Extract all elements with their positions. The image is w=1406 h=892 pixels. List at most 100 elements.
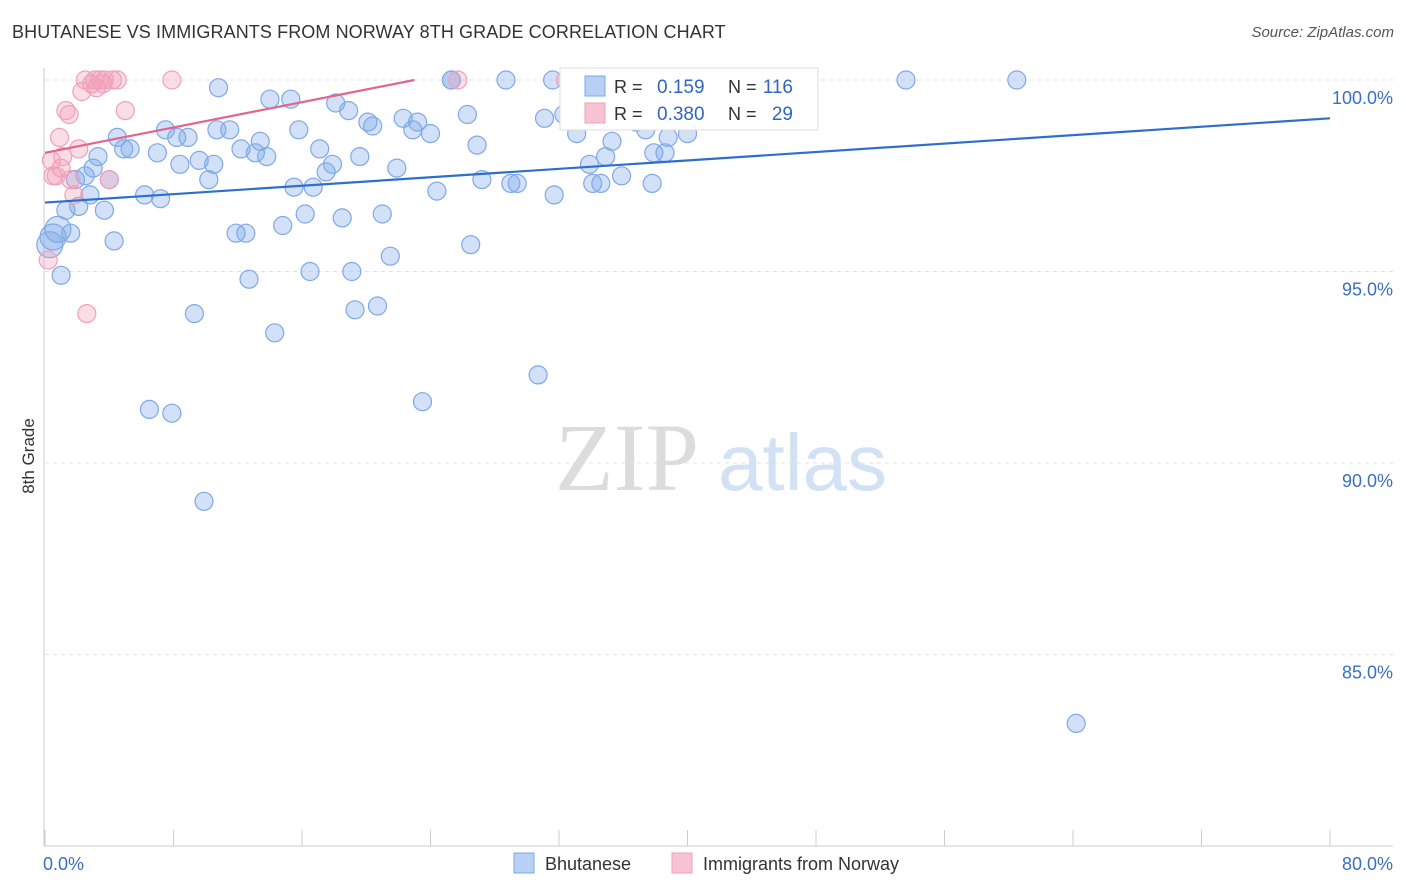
stats-n-value: 29 (772, 104, 793, 125)
legend-label-norway: Immigrants from Norway (703, 854, 899, 874)
point-bhutanese (322, 154, 343, 174)
point-bhutanese (658, 127, 678, 147)
point-bhutanese (273, 215, 293, 236)
point-bhutanese (226, 223, 246, 243)
point-bhutanese (245, 143, 265, 163)
axes (43, 68, 1393, 847)
point-bhutanese (88, 147, 108, 167)
legend-label-bhutanese: Bhutanese (545, 854, 631, 874)
y-tick-label: 90.0% (1342, 471, 1393, 491)
point-bhutanese (189, 150, 209, 170)
chart-source: Source: ZipAtlas.com (1251, 24, 1394, 41)
gridlines (45, 79, 1393, 655)
point-bhutanese (114, 139, 134, 159)
point-bhutanese (69, 196, 89, 216)
point-bhutanese (461, 235, 481, 255)
point-bhutanese (611, 166, 632, 186)
point-bhutanese (51, 265, 71, 285)
point-bhutanese (316, 162, 336, 182)
point-bhutanese (457, 104, 477, 125)
point-bhutanese (467, 135, 487, 155)
point-bhutanese (289, 120, 309, 140)
point-bhutanese (544, 185, 564, 205)
point-norway (162, 70, 182, 90)
point-norway (115, 100, 135, 121)
point-bhutanese (591, 173, 611, 193)
point-bhutanese (896, 70, 916, 90)
stats-n-label: N = (728, 77, 757, 97)
trend-line-norway (44, 78, 415, 154)
y-axis-title: 8th Grade (19, 418, 38, 494)
point-bhutanese (94, 200, 115, 220)
point-bhutanese (265, 323, 285, 343)
point-bhutanese (642, 173, 662, 193)
y-tick-label: 100.0% (1332, 88, 1393, 108)
legend-swatch-bhutanese (513, 852, 535, 874)
point-norway (72, 81, 92, 102)
point-bhutanese (260, 89, 280, 109)
point-bhutanese (332, 208, 352, 228)
point-bhutanese (583, 173, 603, 193)
point-bhutanese (236, 223, 256, 243)
point-norway (448, 70, 468, 90)
x-tick-label-min: 0.0% (43, 854, 84, 874)
point-norway (69, 139, 89, 159)
point-bhutanese (80, 185, 100, 205)
point-bhutanese (239, 269, 259, 289)
point-bhutanese (199, 170, 219, 190)
point-norway (38, 250, 58, 270)
point-bhutanese (257, 147, 277, 167)
point-bhutanese (496, 70, 516, 90)
point-norway (107, 70, 127, 90)
point-bhutanese (602, 131, 622, 151)
stats-r-value: 0.380 (657, 104, 705, 125)
point-bhutanese (534, 108, 555, 128)
point-bhutanese (345, 300, 365, 320)
point-bhutanese (61, 223, 81, 243)
point-bhutanese (75, 166, 95, 186)
point-bhutanese (194, 491, 214, 511)
point-norway (53, 147, 73, 167)
watermark-zip: ZIP (555, 404, 699, 511)
x-tick-label-max: 80.0% (1342, 854, 1393, 874)
stats-legend-box: R = 0.159 N = 116 R = 0.380 N = 29 (559, 67, 819, 131)
trend-lines (44, 78, 1331, 204)
point-bhutanese (83, 158, 103, 178)
point-bhutanese (303, 177, 323, 197)
point-bhutanese (380, 246, 400, 266)
stats-r-label: R = (614, 104, 643, 124)
point-norway (59, 104, 79, 125)
point-bhutanese (170, 154, 190, 174)
point-bhutanese (295, 204, 315, 224)
point-bhutanese (310, 139, 330, 159)
point-bhutanese (162, 403, 182, 423)
point-bhutanese (151, 189, 171, 209)
point-bhutanese (408, 112, 428, 132)
point-bhutanese (507, 173, 527, 193)
point-norway (99, 170, 119, 190)
point-bhutanese (501, 173, 521, 193)
legend: Bhutanese Immigrants from Norway (513, 852, 899, 874)
point-bhutanese (147, 143, 167, 163)
point-bhutanese (372, 204, 392, 224)
point-bhutanese (208, 78, 229, 98)
legend-swatch-norway (671, 852, 693, 874)
y-tick-label: 85.0% (1342, 663, 1393, 683)
point-bhutanese (528, 365, 548, 385)
point-bhutanese (167, 127, 187, 147)
point-bhutanese (65, 170, 86, 190)
point-bhutanese (342, 261, 362, 282)
point-bhutanese (44, 215, 72, 243)
watermark: ZIP atlas (555, 404, 887, 511)
point-bhutanese (427, 181, 447, 201)
stats-r-label: R = (614, 77, 643, 97)
point-bhutanese (120, 139, 140, 159)
point-bhutanese (178, 127, 198, 147)
point-bhutanese (39, 223, 67, 251)
point-bhutanese (579, 154, 600, 174)
point-bhutanese (104, 231, 124, 251)
point-bhutanese (339, 100, 359, 121)
point-bhutanese (184, 304, 204, 324)
point-bhutanese (441, 70, 461, 90)
